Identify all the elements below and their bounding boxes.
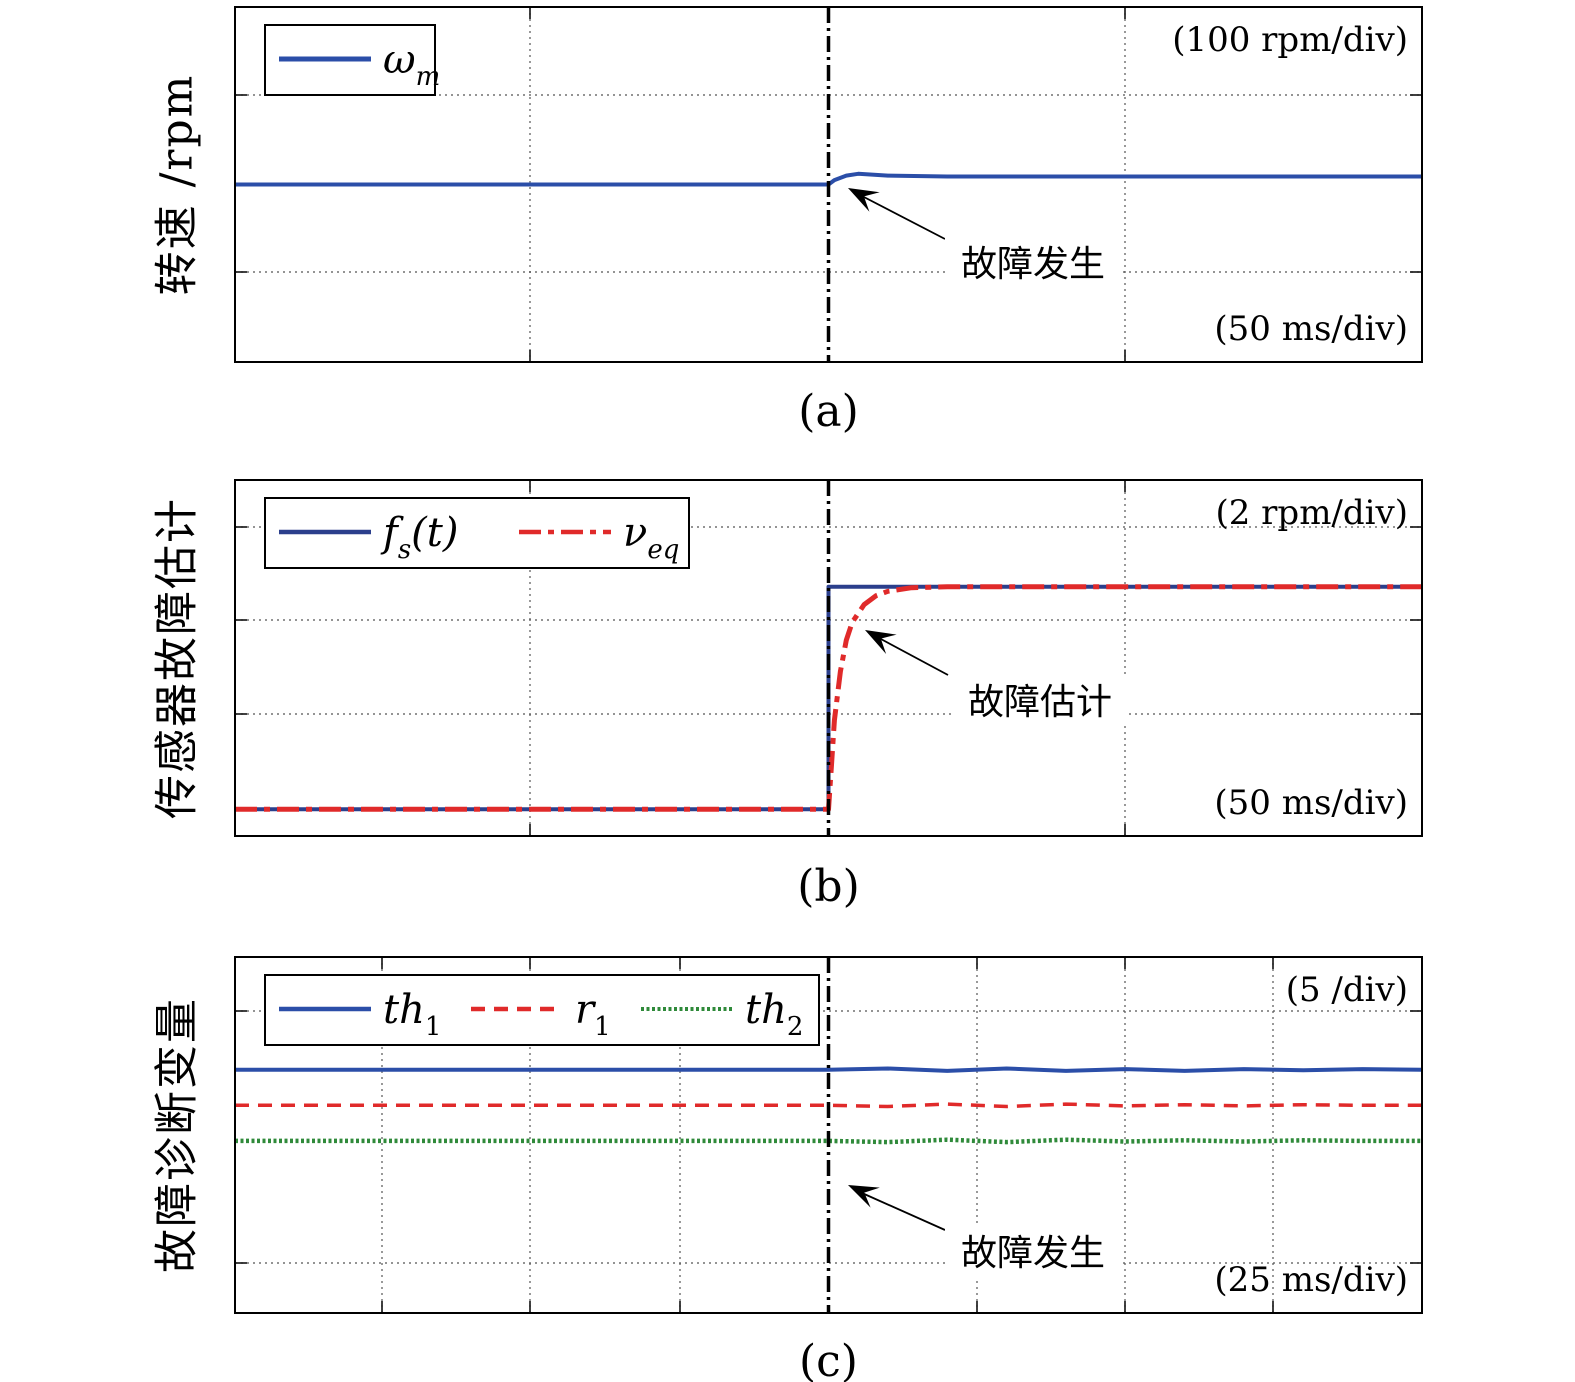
grid-b: [235, 480, 1422, 836]
grid-a: [235, 7, 1422, 362]
annotation-arrow-b: [878, 637, 949, 676]
legend-label-ωm: ωm: [383, 37, 440, 92]
annotation-bg-b: [952, 676, 1128, 726]
legend-label-th2: th2: [745, 987, 803, 1042]
annotation-bg-a: [945, 238, 1121, 288]
y-scale-label-c: (5 /div): [1286, 970, 1408, 1010]
legend-items: th1 r1 th2: [279, 987, 803, 1042]
series-line-th2: [235, 1137, 1422, 1145]
annotation-c: 故障发生: [848, 1185, 1121, 1277]
panel-b: 传感器故障估计 (2 rpm/div) (50 ms/div) 故障估计 fs(…: [152, 479, 1423, 912]
legend-label-th1: th1: [383, 987, 441, 1042]
panel-a: 转速 /rpm (100 rpm/div) (50 ms/div) 故障发生 ω…: [152, 6, 1423, 437]
plot-frame-c: [234, 956, 1423, 1314]
annotation-arrow-a: [861, 195, 946, 240]
legend-c: th1 r1 th2: [264, 974, 820, 1046]
annotation-text-a: 故障发生: [961, 244, 1105, 285]
x-scale-label-c: (25 ms/div): [1214, 1260, 1408, 1300]
y-axis-label-a: 转速 /rpm: [152, 74, 203, 296]
series-line-νeq: [235, 584, 1422, 812]
x-scale-label-b: (50 ms/div): [1214, 783, 1408, 823]
series-line-th1: [235, 1066, 1423, 1073]
y-axis-label-c: 故障诊断变量: [152, 997, 203, 1273]
panel-c: 故障诊断变量 (5 /div) (25 ms/div) 故障发生 th1 r1 th…: [152, 956, 1423, 1382]
legend-items: fs(t) νeq: [279, 510, 679, 565]
annotation-arrowhead-a: [848, 188, 880, 212]
series-group-c: [235, 1066, 1423, 1145]
legend-label-fs: fs(t): [380, 510, 458, 565]
panel-label-b: (b): [797, 861, 860, 912]
annotation-arrowhead-c: [848, 1185, 880, 1208]
plot-frame-a: [234, 6, 1423, 363]
annotation-b: 故障估计: [865, 630, 1128, 726]
grid-c: [235, 957, 1422, 1313]
x-scale-label-a: (50 ms/div): [1214, 309, 1408, 349]
series-line-ωm: [235, 171, 1422, 187]
series-line-r1: [235, 1102, 1422, 1109]
y-scale-label-a: (100 rpm/div): [1172, 20, 1408, 60]
legend-a: ωm: [264, 24, 440, 96]
series-group-a: [235, 171, 1422, 187]
legend-label-νeq: νeq: [623, 510, 679, 565]
legend-b: fs(t) νeq: [264, 497, 690, 569]
annotation-a: 故障发生: [848, 188, 1121, 288]
annotation-text-c: 故障发生: [961, 1233, 1105, 1274]
annotation-arrow-c: [861, 1192, 946, 1231]
panel-label-c: (c): [799, 1336, 858, 1382]
annotation-arrowhead-b: [865, 630, 897, 654]
y-axis-label-b: 传感器故障估计: [152, 497, 203, 819]
legend-label-r1: r1: [575, 987, 611, 1042]
panel-label-a: (a): [798, 386, 859, 437]
plot-frame-b: [234, 479, 1423, 837]
y-scale-label-b: (2 rpm/div): [1215, 493, 1408, 533]
legend-items: ωm: [279, 37, 440, 92]
annotation-bg-c: [945, 1227, 1121, 1277]
annotation-text-b: 故障估计: [968, 682, 1112, 723]
